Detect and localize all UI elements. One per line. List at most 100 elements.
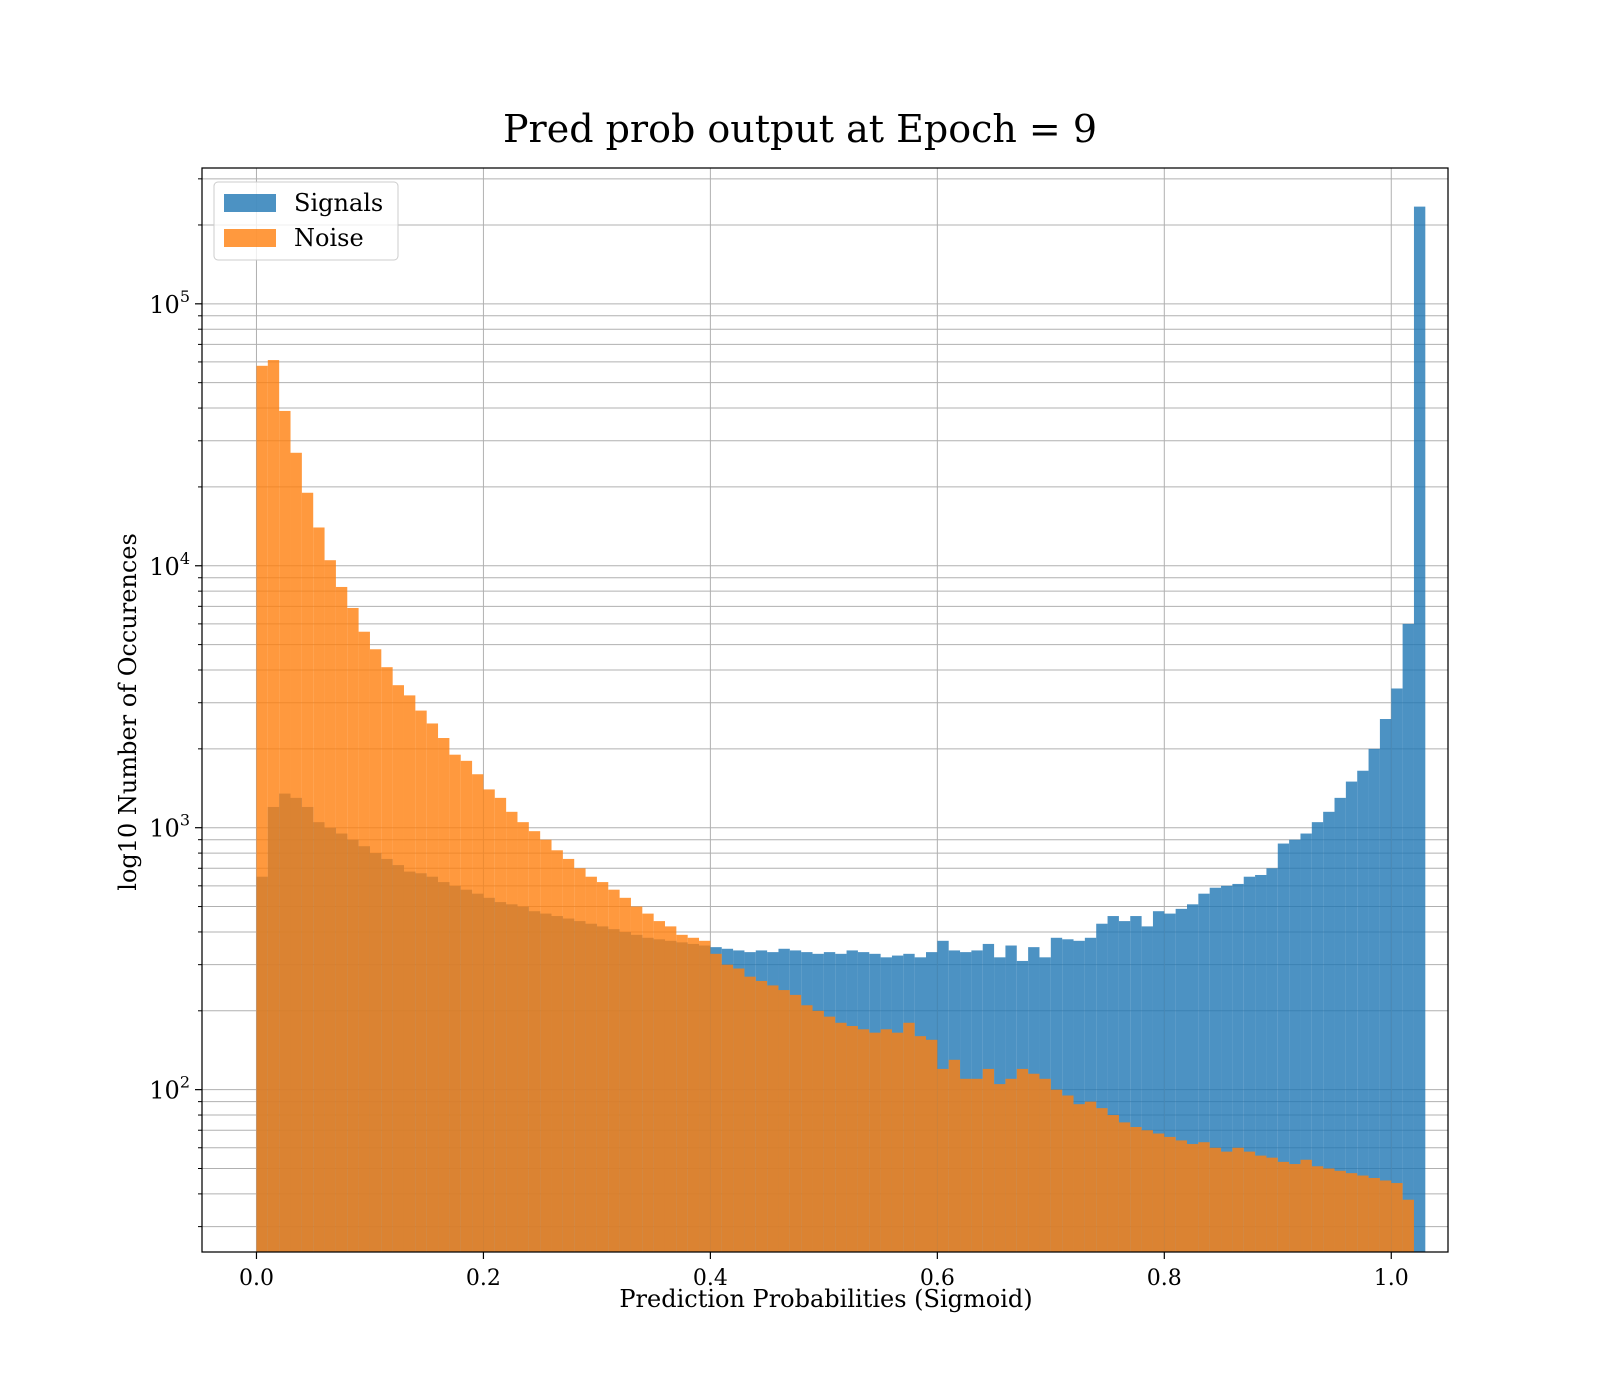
y-tick-exponent: 4	[180, 549, 190, 568]
y-tick-exponent: 2	[180, 1073, 190, 1092]
bar-signals	[1130, 916, 1142, 1252]
bar-noise	[1289, 1164, 1301, 1252]
bar-noise	[347, 607, 359, 1252]
bar-noise	[960, 1078, 972, 1252]
bar-noise	[733, 968, 745, 1252]
x-tick-label: 1.0	[1374, 1266, 1409, 1291]
bar-noise	[1311, 1166, 1324, 1252]
bar-noise	[619, 897, 631, 1252]
bar-noise	[630, 906, 643, 1252]
bar-noise	[755, 980, 768, 1252]
y-tick-base: 10	[149, 553, 180, 581]
plot-frame	[201, 167, 1449, 1253]
bar-noise	[494, 797, 507, 1252]
bar-noise	[403, 695, 416, 1252]
x-tick-label: 0.0	[239, 1266, 274, 1291]
bar-signals	[1096, 923, 1108, 1252]
bar-noise	[891, 1032, 904, 1252]
bar-noise	[1357, 1175, 1369, 1252]
bar-noise	[1232, 1147, 1244, 1252]
bar-signals	[1334, 797, 1346, 1252]
bar-noise	[869, 1032, 881, 1252]
bar-noise	[1050, 1089, 1063, 1252]
bar-signals	[1175, 908, 1187, 1252]
bar-noise	[789, 994, 802, 1252]
bar-noise	[1175, 1140, 1187, 1252]
bar-noise	[460, 760, 473, 1252]
bar-signals	[1255, 874, 1267, 1252]
bar-signals	[1277, 843, 1290, 1252]
bar-noise	[676, 934, 688, 1252]
bar-noise	[699, 940, 711, 1252]
bar-noise	[267, 360, 280, 1252]
bar-noise	[335, 586, 348, 1252]
bar-noise	[937, 1068, 949, 1252]
y-tick-label: 104	[149, 549, 190, 581]
bar-signals	[1107, 916, 1119, 1252]
bar-noise	[1084, 1101, 1097, 1252]
bar-signals	[1187, 904, 1199, 1252]
bar-signals	[1311, 822, 1324, 1252]
bar-noise	[1073, 1104, 1085, 1252]
x-axis-label: Prediction Probabilities (Sigmoid)	[619, 1285, 1032, 1313]
bar-noise	[279, 410, 291, 1252]
bar-signals	[1402, 623, 1414, 1252]
bar-noise	[369, 649, 382, 1252]
bar-noise	[1028, 1073, 1040, 1252]
bar-signals	[1391, 688, 1403, 1252]
bar-noise	[528, 831, 541, 1252]
bar-noise	[948, 1059, 961, 1252]
bar-noise	[812, 1010, 824, 1252]
bar-noise	[585, 876, 597, 1252]
bar-noise	[324, 560, 336, 1252]
bar-noise	[313, 527, 325, 1252]
bar-noise	[517, 822, 529, 1252]
bar-signals	[1323, 811, 1335, 1252]
bar-noise	[1198, 1142, 1210, 1252]
bar-signals	[1266, 868, 1278, 1252]
y-axis-label: log10 Number of Occurences	[114, 533, 142, 891]
legend-label-signals: Signals	[294, 189, 383, 217]
bar-noise	[1005, 1078, 1017, 1252]
bar-signals	[1209, 887, 1222, 1252]
bar-noise	[744, 976, 756, 1252]
bar-noise	[982, 1068, 995, 1252]
bar-noise	[823, 1016, 836, 1252]
bar-noise	[472, 774, 484, 1252]
bar-noise	[562, 858, 575, 1252]
y-tick-exponent: 5	[180, 287, 190, 306]
bar-signals	[1232, 883, 1244, 1252]
bar-noise	[994, 1084, 1006, 1252]
bar-noise	[290, 452, 302, 1252]
bar-noise	[415, 710, 427, 1252]
bar-noise	[1164, 1136, 1176, 1252]
chart-title: Pred prob output at Epoch = 9	[503, 107, 1097, 151]
bar-noise	[778, 990, 790, 1252]
bar-noise	[596, 882, 609, 1252]
bar-noise	[1107, 1115, 1119, 1252]
bar-signals	[1345, 781, 1358, 1252]
bar-noise	[721, 964, 734, 1252]
bar-noise	[256, 365, 268, 1252]
bar-noise	[392, 685, 404, 1252]
bar-noise	[381, 667, 393, 1252]
bar-noise	[1221, 1151, 1233, 1252]
bar-noise	[540, 839, 552, 1252]
bar-signals	[1243, 876, 1256, 1252]
bar-noise	[506, 811, 518, 1252]
bar-noise	[574, 868, 586, 1252]
bar-noise	[1402, 1199, 1414, 1252]
bars	[256, 206, 1426, 1252]
y-tick-exponent: 3	[180, 811, 190, 830]
bar-noise	[1130, 1127, 1142, 1252]
y-tick-base: 10	[149, 1077, 180, 1105]
bar-signals	[1379, 719, 1392, 1252]
y-tick-label: 102	[149, 1073, 190, 1105]
bar-noise	[1391, 1183, 1403, 1252]
bar-noise	[1062, 1095, 1074, 1252]
bar-noise	[1209, 1147, 1222, 1252]
bar-signals	[1118, 921, 1131, 1252]
y-tick-base: 10	[149, 815, 180, 843]
